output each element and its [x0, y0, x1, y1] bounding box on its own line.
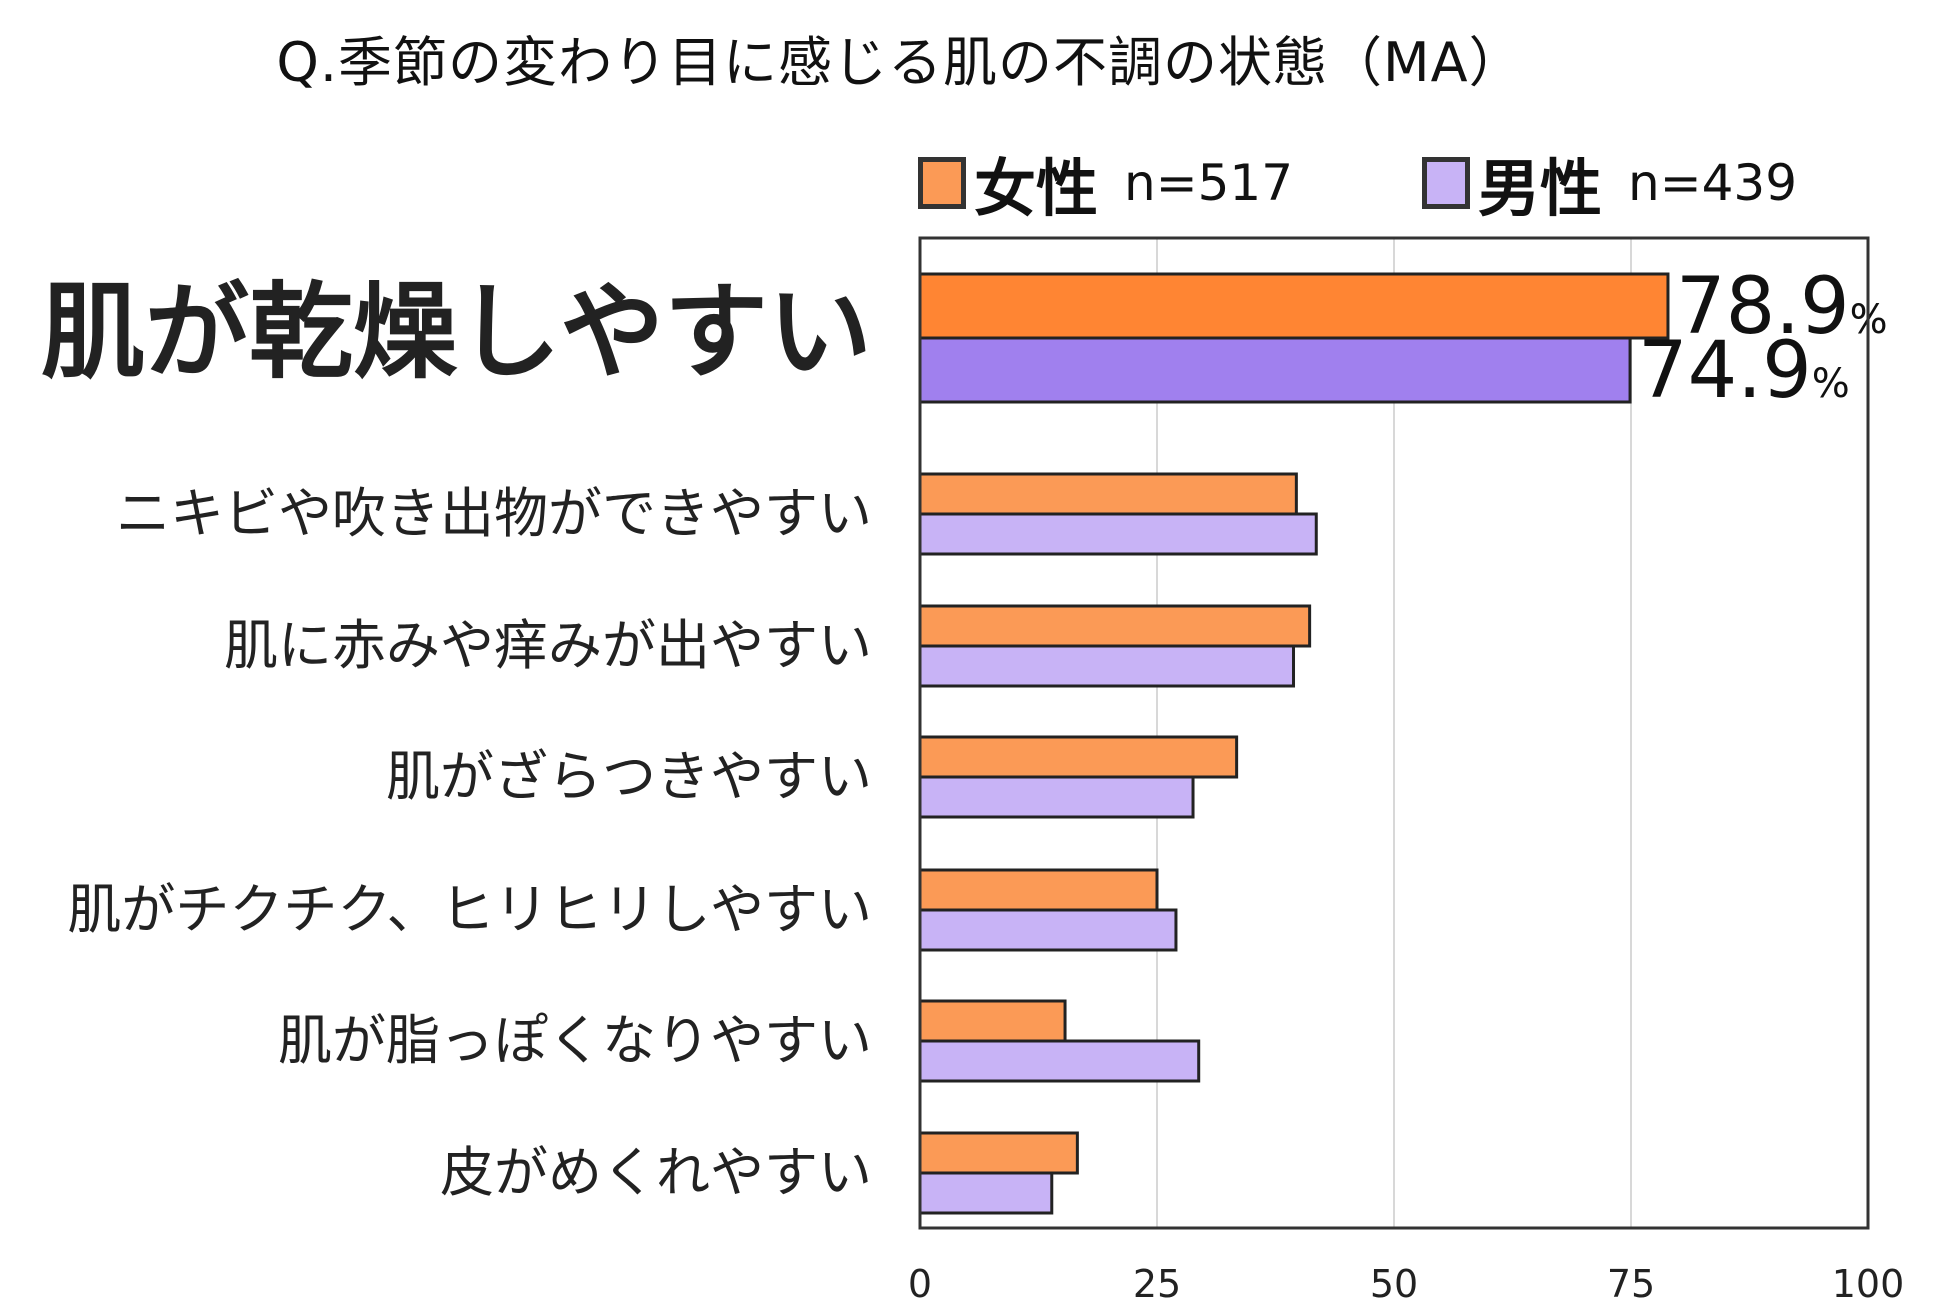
category-label: 肌がざらつきやすい	[386, 745, 872, 808]
x-tick-label: 100	[1832, 1262, 1905, 1306]
bar-male	[918, 1171, 1054, 1215]
legend-female: 女性 n=517	[918, 148, 1294, 225]
x-tick-label: 50	[1370, 1262, 1418, 1306]
category-label: 肌がチクチク、ヒリヒリしやすい	[67, 878, 872, 941]
legend-swatch-female	[918, 157, 966, 209]
bar-female	[918, 472, 1298, 516]
x-tick-label: 0	[908, 1262, 932, 1306]
legend-n-male: n=439	[1628, 154, 1798, 212]
bar-male	[918, 908, 1178, 952]
chart-title: Q.季節の変わり目に感じる肌の不調の状態（MA）	[276, 31, 1524, 94]
category-label: ニキビや吹き出物ができやすい	[116, 482, 872, 545]
bar-female	[918, 272, 1670, 340]
data-label: 74.9%	[1638, 326, 1850, 416]
data-label-value: 78.9	[1676, 262, 1850, 352]
bar-male	[918, 1039, 1201, 1083]
x-tick-label: 25	[1133, 1262, 1181, 1306]
bar-male	[918, 644, 1296, 688]
legend-label-female: 女性	[974, 152, 1099, 225]
category-label: 肌が乾燥しやすい	[41, 271, 872, 393]
legend-swatch-male	[1422, 157, 1470, 209]
data-label-unit: %	[1812, 361, 1850, 407]
bar-male	[918, 775, 1195, 819]
bar-female	[918, 868, 1159, 912]
bar-male	[918, 336, 1632, 404]
legend-label-male: 男性	[1478, 152, 1603, 225]
x-tick-label: 75	[1607, 1262, 1655, 1306]
bar-female	[918, 1131, 1079, 1175]
category-label: 肌が脂っぽくなりやすい	[278, 1009, 872, 1072]
bar-female	[918, 604, 1312, 648]
category-label: 皮がめくれやすい	[440, 1141, 872, 1204]
legend-n-female: n=517	[1124, 154, 1294, 212]
legend-male: 男性 n=439	[1422, 148, 1798, 225]
plot-frame	[918, 236, 1870, 1230]
bar-female	[918, 735, 1239, 779]
bar-female	[918, 999, 1067, 1043]
bar-male	[918, 512, 1318, 556]
data-label-value: 74.9	[1638, 326, 1812, 416]
category-label: 肌に赤みや痒みが出やすい	[224, 614, 872, 677]
data-label: 78.9%	[1676, 262, 1888, 352]
